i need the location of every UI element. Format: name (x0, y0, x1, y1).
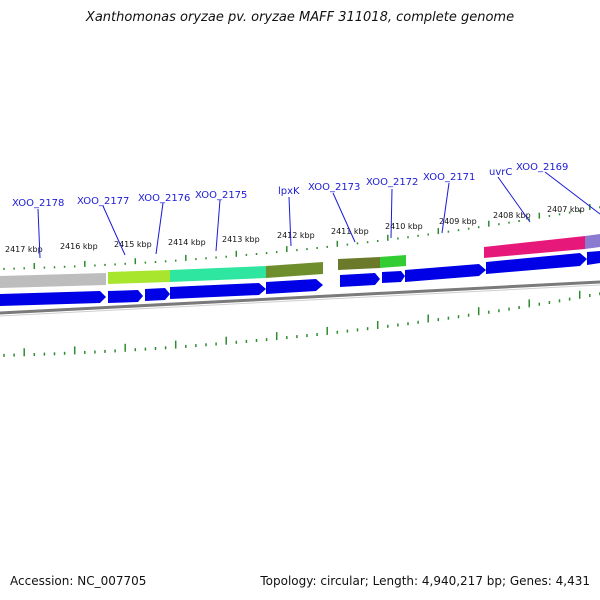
segment-olive (266, 262, 323, 278)
segment-mint (170, 266, 266, 282)
gene-label[interactable]: XOO_2178 (12, 198, 64, 209)
gene-arrow (108, 290, 143, 303)
kbp-label: 2414 kbp (168, 238, 206, 247)
gene-labels: XOO_2178 XOO_2177 XOO_2176 XOO_2175 lpxK… (12, 162, 600, 259)
gene-label[interactable]: XOO_2169 (516, 162, 568, 173)
gene-arrow (145, 288, 170, 301)
gene-arrow (486, 253, 587, 274)
segment-green (380, 255, 406, 268)
gene-arrow (266, 279, 323, 294)
kbp-label: 2410 kbp (385, 222, 423, 231)
kbp-label: 2417 kbp (5, 245, 43, 254)
kbp-label: 2416 kbp (60, 242, 98, 251)
accession-text: Accession: NC_007705 (10, 574, 147, 588)
leader-line (215, 199, 221, 252)
segment-gray (0, 273, 106, 288)
tick-track-lower (3, 290, 600, 357)
genome-summary: Topology: circular; Length: 4,940,217 bp… (260, 574, 590, 588)
gene-arrow (405, 264, 486, 282)
segment-dark-olive (338, 257, 380, 270)
leader-line (155, 202, 164, 255)
gene-label[interactable]: XOO_2177 (77, 196, 129, 207)
kbp-label: 2407 kbp (547, 205, 585, 214)
gene-label[interactable]: XOO_2172 (366, 177, 418, 188)
leader-line (544, 171, 600, 215)
segment-pink (484, 236, 585, 258)
leader-line (441, 182, 450, 234)
leader-line (288, 196, 292, 247)
kbp-label: 2413 kbp (222, 235, 260, 244)
genome-backbone-shadow (0, 284, 600, 317)
gene-label[interactable]: lpxK (278, 186, 300, 197)
gene-arrow (170, 283, 266, 299)
segment-band (0, 234, 600, 288)
gene-arrow (382, 271, 405, 283)
leader-line (332, 192, 356, 243)
segment-lavender (585, 234, 600, 249)
gene-arrow (587, 251, 600, 265)
gene-arrow (0, 291, 106, 306)
gene-label[interactable]: XOO_2176 (138, 193, 190, 204)
leader-line (102, 205, 126, 256)
gene-label[interactable]: XOO_2175 (195, 190, 247, 201)
gene-label[interactable]: XOO_2171 (423, 172, 475, 183)
leader-line (390, 188, 393, 239)
gene-label[interactable]: uvrC (489, 167, 512, 178)
kbp-label: 2412 kbp (277, 231, 315, 240)
gene-arrow (340, 273, 380, 287)
kbp-label: 2415 kbp (114, 240, 152, 249)
tick-track-upper (3, 204, 600, 270)
segment-lime (108, 270, 170, 284)
gene-arrows (0, 251, 600, 306)
genome-title: Xanthomonas oryzae pv. oryzae MAFF 31101… (85, 10, 515, 25)
leader-line (497, 176, 531, 223)
gene-label[interactable]: XOO_2173 (308, 182, 360, 193)
kbp-label: 2408 kbp (493, 211, 531, 220)
leader-line (37, 208, 41, 259)
genome-backbone (0, 280, 600, 315)
kbp-label: 2409 kbp (439, 217, 477, 226)
